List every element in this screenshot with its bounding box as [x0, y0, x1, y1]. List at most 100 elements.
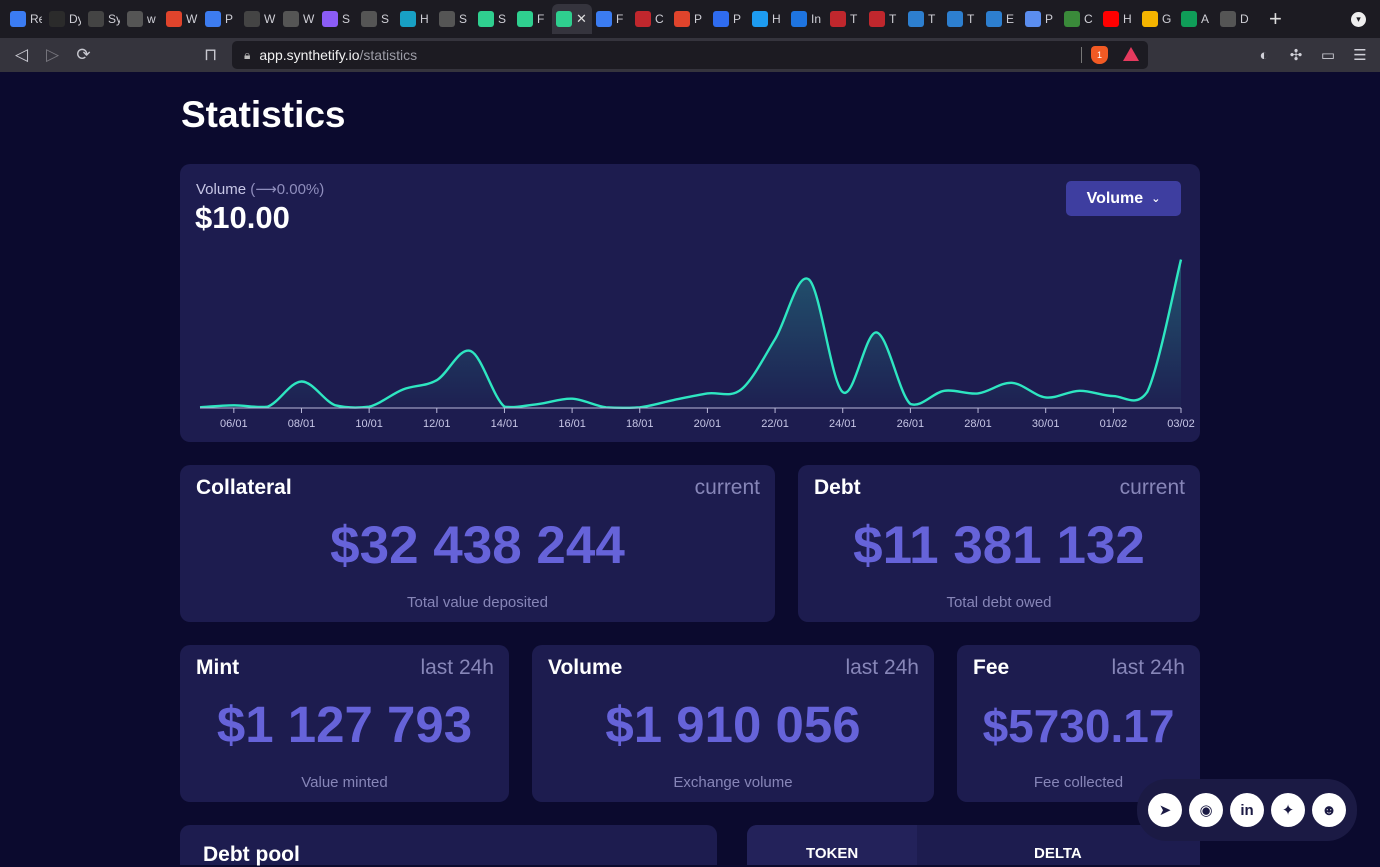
browser-tab[interactable]: T [865, 4, 904, 34]
brave-shields-icon[interactable]: 1 [1091, 46, 1108, 64]
tab-title: P [1045, 12, 1054, 26]
browser-tab[interactable]: H [396, 4, 435, 34]
chart-tick-label: 01/02 [1100, 418, 1128, 430]
linkedin-icon[interactable]: in [1230, 793, 1264, 827]
tab-title: D [1240, 12, 1249, 26]
browser-tab[interactable]: W [240, 4, 279, 34]
browser-tab[interactable]: S [435, 4, 474, 34]
menu-icon[interactable]: ☰ [1353, 47, 1367, 64]
social-links: ➤ ◉ in ✦ ☻ [1137, 779, 1357, 841]
tab-favicon-icon [322, 11, 338, 27]
fee-period: last 24h [1111, 656, 1185, 679]
browser-tab[interactable]: Re [6, 4, 45, 34]
close-tab-icon[interactable]: ✕ [576, 11, 587, 26]
twitter-icon[interactable]: ✦ [1271, 793, 1305, 827]
metric-dropdown-label: Volume [1086, 189, 1144, 207]
chart-tick-label: 20/01 [694, 418, 722, 430]
chart-line [199, 259, 1183, 410]
fee-card: Fee last 24h $5730.17 Fee collected [957, 645, 1200, 802]
tab-title: A [1201, 12, 1210, 26]
volume-area-chart[interactable]: 06/01 08/01 10/01 12/01 14/01 16/01 18/01 20/01… [180, 164, 1200, 442]
tab-favicon-icon [1181, 11, 1197, 27]
extension-icon[interactable]: ◐ [1259, 46, 1269, 64]
tab-favicon-icon [830, 11, 846, 27]
volume-caption: Exchange volume [673, 774, 793, 791]
browser-tab[interactable]: D [1216, 4, 1255, 34]
chart-tick-label: 08/01 [288, 418, 316, 430]
tab-title: S [459, 12, 468, 26]
browser-tab[interactable]: T [904, 4, 943, 34]
browser-tab[interactable]: P [670, 4, 709, 34]
mint-value: $1 127 793 [216, 696, 473, 753]
tab-favicon-icon [752, 11, 768, 27]
new-tab-button[interactable]: + [1269, 6, 1282, 31]
brave-rewards-icon[interactable] [1123, 47, 1139, 61]
browser-tab[interactable]: Sy [84, 4, 123, 34]
browser-tab[interactable]: Dy [45, 4, 84, 34]
tab-search-icon[interactable]: ▾ [1351, 12, 1366, 27]
tab-favicon-icon [127, 11, 143, 27]
browser-tab[interactable]: G [1138, 4, 1177, 34]
browser-tab[interactable]: In [787, 4, 826, 34]
tab-title: P [694, 12, 703, 26]
browser-tab[interactable]: F [592, 4, 631, 34]
back-button[interactable]: ◁ [14, 45, 29, 64]
browser-tab[interactable]: C [631, 4, 670, 34]
browser-tab[interactable]: W [162, 4, 201, 34]
tab-title: Dy [69, 12, 81, 26]
browser-tab[interactable]: S [318, 4, 357, 34]
brave-shields-count: 1 [1096, 50, 1102, 60]
github-icon[interactable]: ◉ [1189, 793, 1223, 827]
tab-title: C [1084, 12, 1093, 26]
tab-favicon-icon [674, 11, 690, 27]
discord-icon[interactable]: ☻ [1312, 793, 1346, 827]
tab-favicon-icon [88, 11, 104, 27]
delta-column-header[interactable]: DELTA [1034, 845, 1082, 862]
divider [1081, 47, 1082, 63]
browser-tab[interactable]: S [474, 4, 513, 34]
tab-title: W [264, 12, 276, 26]
tab-favicon-icon [1220, 11, 1236, 27]
browser-tab[interactable]: H [748, 4, 787, 34]
browser-tab[interactable]: T [943, 4, 982, 34]
browser-tab[interactable]: P [709, 4, 748, 34]
browser-toolbar: ◁ ▷ ⟳ ⊓ 🔒︎ app.synthetify.io/statistics … [0, 38, 1380, 72]
wallet-icon[interactable]: ▭ [1320, 47, 1336, 64]
tab-favicon-icon [517, 11, 533, 27]
browser-tab[interactable]: T [826, 4, 865, 34]
debt-pool-title: Debt pool [203, 843, 300, 866]
tab-title: H [772, 12, 781, 26]
browser-tab[interactable]: S [357, 4, 396, 34]
browser-tab[interactable]: P [1021, 4, 1060, 34]
fee-title: Fee [973, 656, 1010, 679]
tab-favicon-icon [166, 11, 182, 27]
toolbar-actions: ◐ ✣ ▭ ☰ [1254, 42, 1370, 68]
token-column-header[interactable]: TOKEN [806, 845, 859, 862]
browser-tab[interactable]: ✕ [552, 4, 592, 34]
forward-button[interactable]: ▷ [45, 45, 60, 64]
browser-tab[interactable]: w [123, 4, 162, 34]
browser-tab[interactable]: H [1099, 4, 1138, 34]
bookmark-icon[interactable]: ⊓ [203, 45, 218, 64]
tab-title: S [381, 12, 390, 26]
browser-tab[interactable]: E [982, 4, 1021, 34]
telegram-icon[interactable]: ➤ [1148, 793, 1182, 827]
browser-tab[interactable]: P [201, 4, 240, 34]
browser-tab[interactable]: F [513, 4, 552, 34]
browser-tab[interactable]: A [1177, 4, 1216, 34]
page-title: Statistics [181, 94, 346, 135]
tab-favicon-icon [439, 11, 455, 27]
tab-favicon-icon [49, 11, 65, 27]
tab-title: S [342, 12, 351, 26]
extensions-puzzle-icon[interactable]: ✣ [1289, 47, 1303, 64]
tab-favicon-icon [1025, 11, 1041, 27]
reload-button[interactable]: ⟳ [76, 45, 91, 64]
browser-tab[interactable]: W [279, 4, 318, 34]
volume-chart-card: Volume (⟶0.00%) $10.00 Volume ⌄ 06/01 08/… [180, 164, 1200, 442]
tab-title: W [186, 12, 198, 26]
metric-dropdown[interactable]: Volume ⌄ [1066, 181, 1181, 216]
browser-tab[interactable]: C [1060, 4, 1099, 34]
tab-title: E [1006, 12, 1015, 26]
address-bar[interactable]: 🔒︎ app.synthetify.io/statistics 1 [232, 41, 1148, 69]
chart-tick-label: 18/01 [626, 418, 654, 430]
